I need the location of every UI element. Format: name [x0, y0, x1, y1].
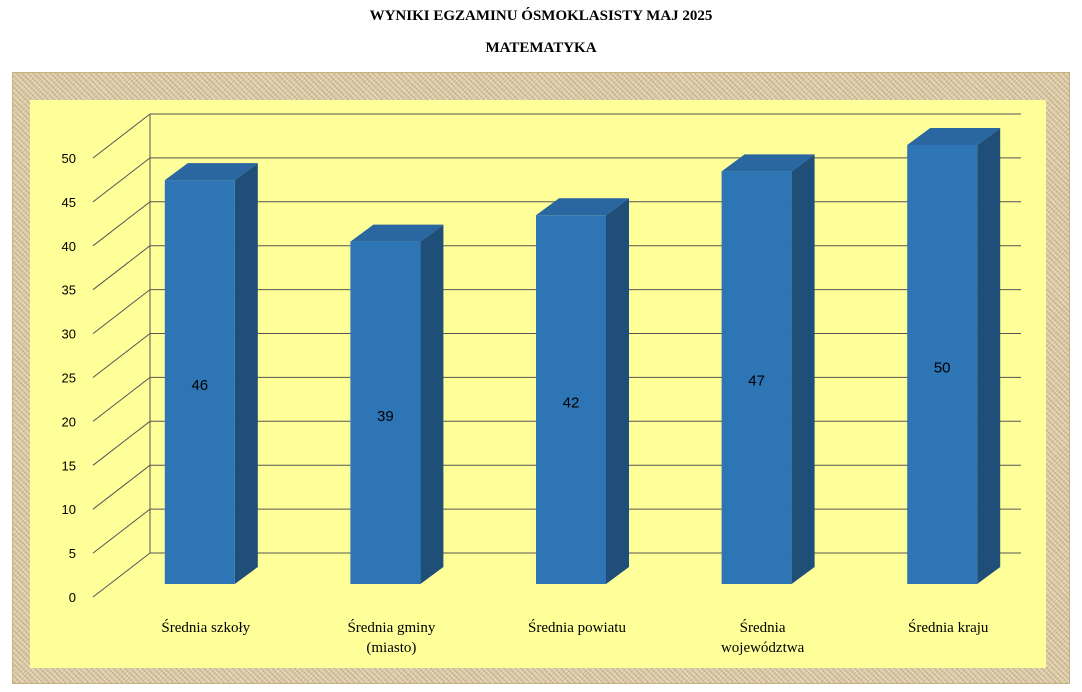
bar-side — [606, 198, 629, 585]
y-tick-label: 50 — [62, 151, 76, 166]
gridline-depth — [92, 201, 151, 247]
y-tick-label: 35 — [62, 283, 76, 298]
gridline-depth — [92, 289, 151, 334]
y-tick-label: 15 — [62, 458, 76, 473]
y-tick-label: 40 — [62, 239, 76, 254]
bar — [907, 145, 978, 584]
bar — [350, 241, 421, 584]
x-tick-label-line: Średnia gminy — [347, 619, 435, 636]
gridline-depth — [92, 157, 151, 203]
x-tick-label-line: Średnia kraju — [908, 619, 989, 636]
x-tick-label-line: Średnia — [740, 619, 786, 636]
bar-side — [234, 163, 258, 584]
x-tick-label: Średnia kraju — [908, 619, 989, 636]
bar-top — [721, 154, 815, 172]
x-tick-label: Średnia szkoły — [161, 619, 250, 636]
x-tick-label-line: (miasto) — [366, 640, 416, 656]
bar-top — [350, 224, 444, 242]
gridline-depth — [92, 464, 151, 510]
gridline-depth — [92, 333, 151, 378]
bar-top — [164, 163, 258, 181]
gridline-depth — [92, 508, 151, 554]
data-label: 39 — [377, 408, 394, 425]
data-label: 46 — [191, 377, 208, 394]
bar-top — [536, 198, 629, 216]
gridline-depth — [92, 377, 151, 422]
y-tick-label: 25 — [62, 371, 76, 386]
data-label: 50 — [934, 360, 951, 377]
data-label: 42 — [563, 395, 580, 412]
x-tick-label-line: Średnia szkoły — [161, 619, 250, 636]
x-tick-label: Średnia gminy (miasto) — [347, 619, 435, 656]
bar — [536, 215, 606, 585]
y-tick-label: 5 — [69, 546, 76, 561]
bar — [164, 180, 235, 584]
y-tick-label: 45 — [62, 195, 76, 210]
gridline-depth — [92, 113, 151, 159]
x-tick-label-line: województwa — [721, 640, 805, 656]
gridline-depth — [92, 552, 151, 598]
chart-title: WYNIKI EGZAMINU ÓSMOKLASISTY MAJ 2025 — [369, 8, 713, 24]
x-tick-label-line: Średnia powiatu — [528, 619, 626, 636]
gridline-depth — [92, 245, 151, 291]
gridline-depth — [92, 420, 151, 466]
x-tick-label: Średnia województwa — [721, 619, 805, 656]
y-tick-label: 0 — [69, 590, 76, 605]
bar-side — [977, 128, 1001, 584]
data-label: 47 — [748, 373, 765, 390]
chart-subtitle: MATEMATYKA — [485, 40, 597, 56]
bar — [721, 171, 792, 584]
y-tick-label: 30 — [62, 327, 76, 342]
y-tick-label: 20 — [62, 414, 76, 429]
bar-top — [907, 128, 1001, 145]
y-tick-label: 10 — [62, 502, 76, 517]
bar-side — [420, 224, 444, 584]
bar-side — [791, 154, 815, 584]
x-tick-label: Średnia powiatu — [528, 619, 626, 636]
